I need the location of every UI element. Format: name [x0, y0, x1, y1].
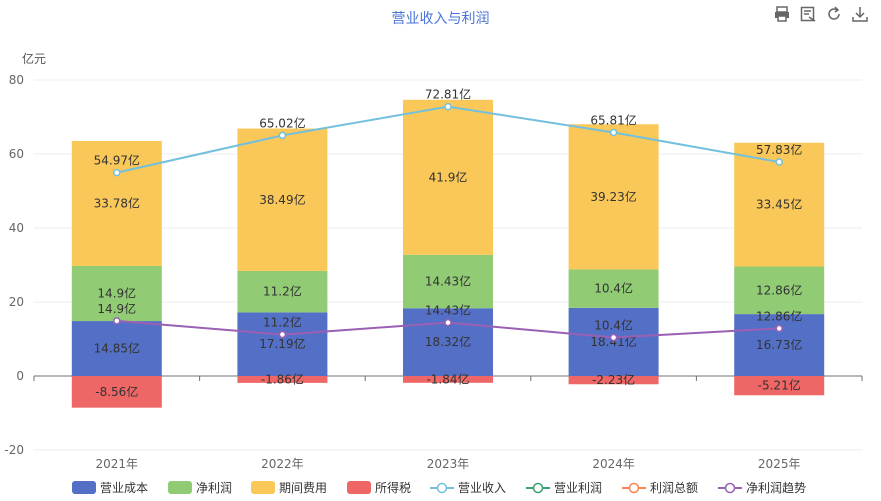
- legend-swatch-marker: [724, 482, 736, 494]
- bar-segment: [568, 307, 659, 376]
- bar-segment: [403, 99, 493, 255]
- line-value-label: 11.2亿: [263, 315, 302, 330]
- series-point: [278, 131, 287, 140]
- series-point: [278, 330, 287, 339]
- line-value-label: 57.83亿: [756, 142, 802, 157]
- print-icon[interactable]: [773, 6, 791, 24]
- line-value-label: 54.97亿: [94, 153, 140, 168]
- y-tick-label: -20: [4, 443, 24, 457]
- legend-item-label: 营业收入: [458, 481, 506, 495]
- legend-item-label: 所得税: [375, 480, 411, 495]
- x-tick-label: 2022年: [261, 457, 304, 471]
- legend-swatch: [72, 481, 96, 494]
- bar-value-label: 10.4亿: [594, 281, 633, 296]
- bar-value-label: 33.78亿: [94, 195, 140, 210]
- x-tick-label: 2023年: [427, 457, 470, 471]
- series-point: [775, 158, 783, 166]
- bar-segment: [237, 376, 328, 383]
- line-value-label: 14.43亿: [425, 303, 471, 318]
- bar-segment: [237, 312, 328, 376]
- bar-segment: [734, 314, 825, 376]
- chart-title: 营业收入与利润: [391, 11, 490, 27]
- series-point: [609, 128, 618, 137]
- legend-swatch-marker: [436, 482, 448, 494]
- y-tick-label: 0: [16, 369, 24, 383]
- legend-item-label: 净利润: [196, 481, 232, 495]
- bar-value-label: 16.73亿: [756, 337, 802, 352]
- legend-swatch-marker: [532, 482, 544, 494]
- legend-swatch: [168, 481, 192, 494]
- x-tick-label: 2024年: [592, 457, 635, 471]
- bar-segment: [71, 321, 162, 376]
- bar-value-label: 12.86亿: [756, 282, 802, 297]
- bar-segment: [237, 128, 328, 271]
- series-point: [444, 102, 452, 111]
- legend-item-label: 营业成本: [100, 481, 148, 495]
- y-tick-label: 60: [9, 147, 24, 161]
- x-tick-label: 2021年: [96, 457, 139, 471]
- series-point: [113, 317, 121, 325]
- bar-segment: [568, 124, 659, 270]
- bar-segment: [734, 266, 825, 315]
- bar-value-label: -1.84亿: [426, 371, 469, 386]
- series-point: [113, 168, 121, 177]
- legend-swatch: [347, 481, 371, 494]
- line-value-label: 65.02亿: [259, 115, 305, 130]
- bar-value-label: 14.9亿: [97, 285, 136, 300]
- legend-item-label: 净利润趋势: [746, 481, 806, 495]
- bar-value-label: -8.56亿: [95, 384, 138, 399]
- bar-value-label: -1.86亿: [261, 371, 304, 386]
- y-axis-unit-label: 亿元: [22, 52, 47, 66]
- bar-segment: [734, 376, 825, 396]
- data-view-icon[interactable]: [799, 6, 817, 24]
- legend-item-label: 营业利润: [554, 481, 602, 495]
- bar-value-label: 17.19亿: [259, 336, 305, 351]
- bar-segment: [403, 376, 493, 383]
- bar-value-label: 14.43亿: [425, 274, 471, 289]
- chart-toolbox: [773, 6, 869, 24]
- y-tick-label: 80: [9, 73, 24, 87]
- bar-segment: [71, 376, 162, 408]
- y-tick-label: 40: [9, 221, 24, 235]
- bar-segment: [71, 265, 162, 322]
- bar-value-label: 14.85亿: [94, 341, 140, 356]
- bar-segment: [568, 269, 659, 308]
- bar-segment: [568, 376, 659, 385]
- line-value-label: 72.81亿: [425, 87, 471, 102]
- bar-value-label: 18.32亿: [425, 334, 471, 349]
- line-value-label: 12.86亿: [756, 308, 802, 323]
- bar-value-label: -5.21亿: [758, 378, 801, 393]
- bar-segment: [237, 270, 328, 313]
- bar-value-label: -2.23亿: [592, 372, 635, 387]
- bar-value-label: 38.49亿: [259, 192, 305, 207]
- series-point: [775, 324, 783, 333]
- x-tick-label: 2025年: [758, 457, 801, 471]
- series-point: [444, 318, 452, 327]
- legend-swatch-marker: [628, 482, 640, 494]
- line-value-label: 10.4亿: [594, 318, 633, 333]
- y-tick-label: 20: [9, 295, 24, 309]
- line-value-label: 14.9亿: [97, 301, 136, 316]
- series-point: [609, 333, 618, 342]
- legend-swatch: [251, 481, 275, 494]
- legend-item-label: 期间费用: [279, 481, 327, 495]
- bar-value-label: 33.45亿: [756, 197, 802, 212]
- line-value-label: 65.81亿: [590, 113, 636, 128]
- bar-value-label: 39.23亿: [590, 189, 636, 204]
- download-icon[interactable]: [851, 6, 869, 24]
- bar-segment: [71, 140, 162, 266]
- bar-segment: [403, 254, 493, 309]
- bar-value-label: 41.9亿: [429, 169, 468, 184]
- legend-item-label: 利润总额: [650, 481, 698, 495]
- bar-value-label: 11.2亿: [263, 284, 302, 299]
- restore-icon[interactable]: [825, 6, 843, 24]
